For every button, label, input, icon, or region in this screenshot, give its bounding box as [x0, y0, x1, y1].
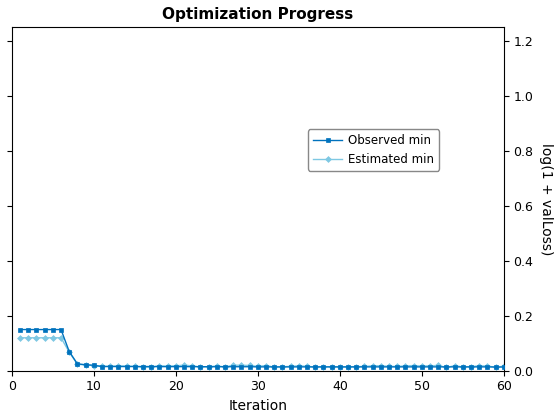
Estimated min: [181, 363, 188, 368]
Observed min: [99, 364, 105, 369]
Estimated min: [172, 363, 179, 368]
Observed min: [156, 364, 163, 369]
Observed min: [139, 364, 146, 369]
Estimated min: [17, 335, 24, 340]
Line: Observed min: Observed min: [18, 328, 506, 369]
Observed min: [492, 365, 499, 370]
Observed min: [172, 364, 179, 369]
Observed min: [501, 365, 507, 370]
Estimated min: [320, 364, 327, 369]
Line: Estimated min: Estimated min: [18, 336, 506, 370]
Estimated min: [443, 365, 450, 370]
Estimated min: [99, 364, 105, 369]
Observed min: [320, 365, 327, 370]
Y-axis label: log(1 + valLoss): log(1 + valLoss): [539, 143, 553, 255]
Observed min: [181, 364, 188, 369]
Estimated min: [139, 365, 146, 370]
Observed min: [17, 327, 24, 332]
Title: Optimization Progress: Optimization Progress: [162, 7, 353, 22]
Legend: Observed min, Estimated min: Observed min, Estimated min: [308, 129, 439, 171]
X-axis label: Iteration: Iteration: [228, 399, 287, 413]
Estimated min: [501, 364, 507, 369]
Estimated min: [156, 363, 163, 368]
